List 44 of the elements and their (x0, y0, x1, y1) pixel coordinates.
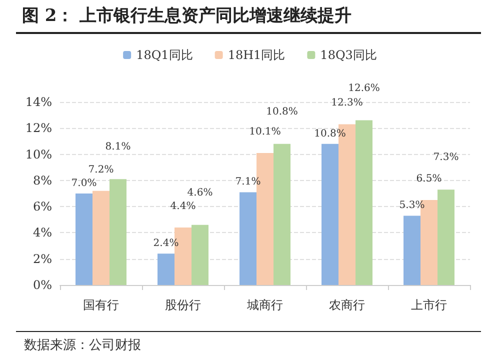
bar (76, 194, 92, 285)
data-label: 7.1% (235, 176, 261, 188)
chart-title: 图 2： 上市银行生息资产同比增速继续提升 (22, 5, 352, 27)
data-label: 12.3% (331, 98, 363, 109)
bar (356, 120, 372, 285)
data-label: 4.6% (187, 187, 213, 198)
y-tick-label: 6% (32, 200, 52, 214)
data-label: 10.1% (249, 126, 281, 138)
legend-label: 18Q1同比 (136, 48, 193, 62)
source-note: 数据来源：公司财报 (24, 337, 141, 354)
data-label: 7.0% (71, 178, 97, 189)
y-tick-label: 8% (32, 173, 52, 188)
data-label: 2.4% (153, 238, 179, 250)
data-label: 4.4% (170, 200, 196, 212)
y-tick-label: 10% (25, 147, 52, 162)
legend-label: 18Q3同比 (320, 48, 377, 62)
x-tick-label: 城商行 (246, 298, 283, 312)
x-tick-label: 上市行 (411, 298, 447, 312)
x-tick-label: 国有行 (83, 298, 119, 312)
data-label: 10.8% (266, 106, 298, 118)
data-label: 7.2% (88, 164, 114, 176)
bar (438, 190, 454, 285)
data-label: 5.3% (399, 200, 425, 212)
bar (92, 190, 110, 285)
y-tick-label: 2% (32, 252, 52, 266)
data-label: 10.8% (314, 128, 346, 140)
y-tick-label: 0% (32, 278, 52, 292)
bar (158, 254, 174, 285)
bar (192, 224, 208, 285)
bar (274, 144, 290, 285)
data-label: 12.6% (348, 82, 380, 94)
bar (404, 216, 420, 285)
data-label: 6.5% (416, 174, 442, 185)
data-label: 8.1% (105, 142, 131, 153)
y-tick-label: 14% (25, 95, 52, 109)
bar (240, 192, 256, 285)
y-tick-label: 12% (25, 121, 52, 136)
data-label: 7.3% (433, 152, 459, 164)
bar (110, 179, 126, 285)
legend-label: 18H1同比 (228, 48, 286, 62)
x-tick-label: 农商行 (329, 298, 365, 312)
bar (322, 144, 338, 285)
x-tick-label: 股份行 (165, 298, 201, 312)
y-tick-label: 4% (32, 226, 52, 240)
